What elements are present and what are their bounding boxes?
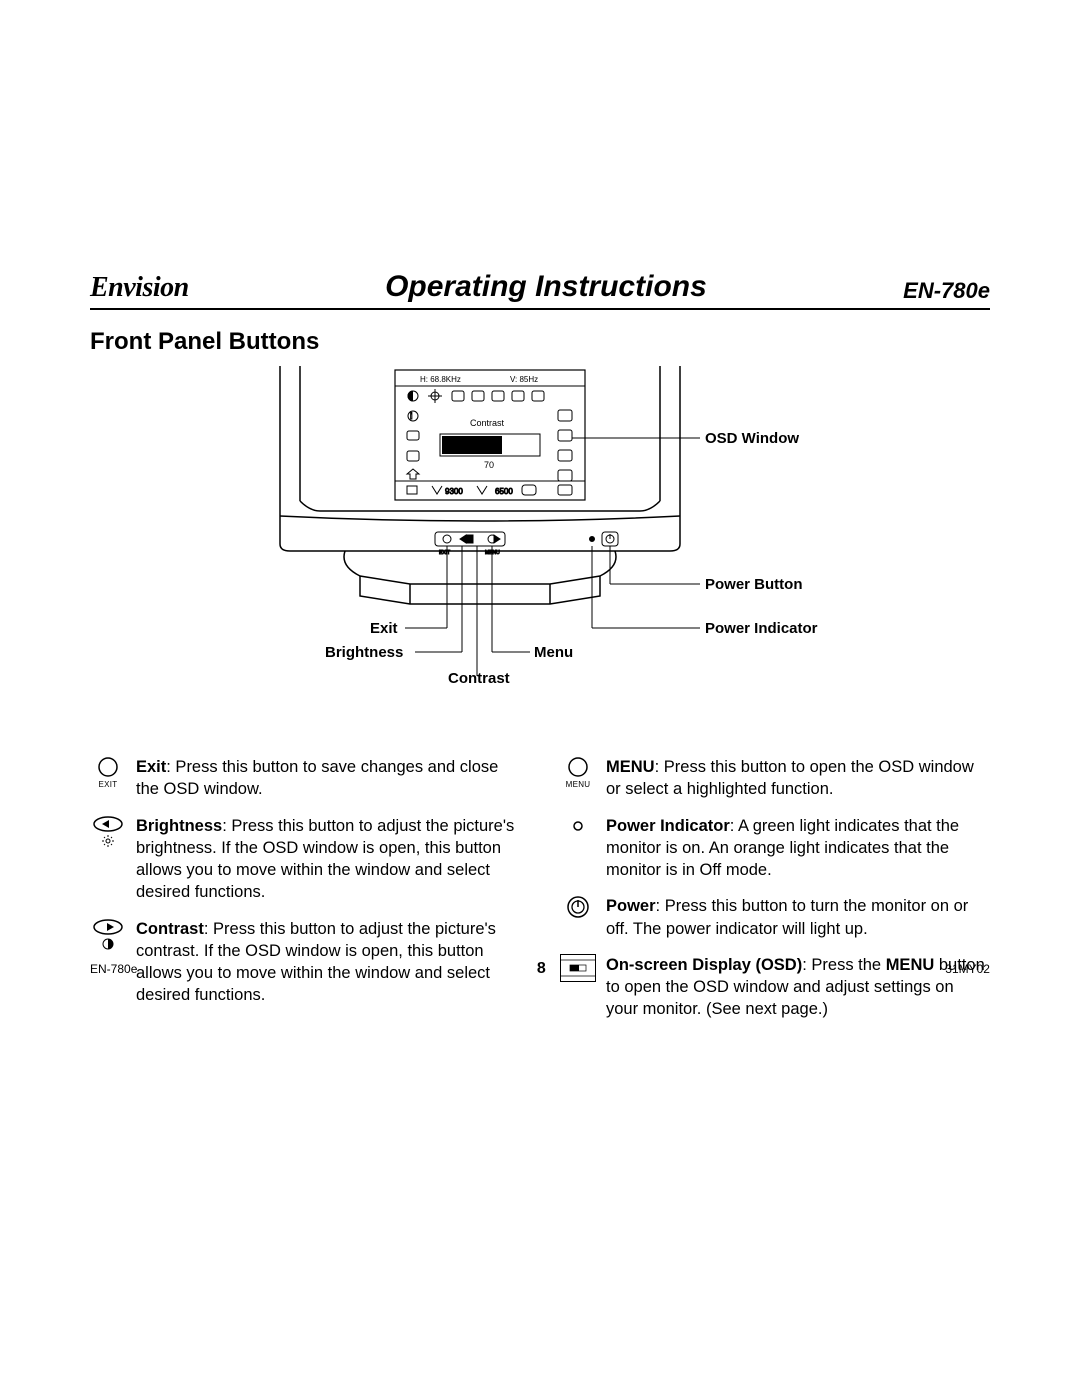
desc-exit: EXIT Exit: Press this button to save cha…	[90, 756, 520, 801]
callout-brightness: Brightness	[325, 644, 403, 661]
callout-osd-window: OSD Window	[705, 430, 799, 447]
panel-label-menu: MENU	[485, 550, 500, 556]
manual-page: Envision Operating Instructions EN-780e …	[90, 270, 990, 1035]
osd-center-label: Contrast	[470, 418, 505, 428]
right-column: MENU MENU: Press this button to open the…	[560, 756, 990, 1035]
osd-freq-h: H: 68.8KHz	[420, 375, 461, 384]
desc-power: Power: Press this button to turn the mon…	[560, 895, 990, 940]
page-header: Envision Operating Instructions EN-780e	[90, 270, 990, 310]
section-heading: Front Panel Buttons	[90, 328, 990, 356]
right-arrow-icon	[90, 918, 126, 950]
brand-logo: Envision	[90, 272, 189, 304]
power-icon	[560, 895, 596, 919]
callout-contrast: Contrast	[448, 670, 510, 687]
left-column: EXIT Exit: Press this button to save cha…	[90, 756, 520, 1035]
osd-6500: 6500	[495, 487, 513, 496]
page-number: 8	[537, 960, 546, 978]
panel-label-exit: EXIT	[439, 550, 450, 556]
desc-brightness: Brightness: Press this button to adjust …	[90, 815, 520, 904]
osd-freq-v: V: 85Hz	[510, 375, 538, 384]
callout-power-indicator: Power Indicator	[705, 620, 818, 637]
exit-icon: EXIT	[90, 756, 126, 791]
menu-icon: MENU	[560, 756, 596, 791]
page-footer: EN-780e 8 31MY02	[90, 960, 990, 978]
sun-icon	[102, 835, 114, 847]
svg-text:i: i	[410, 411, 413, 421]
callout-menu: Menu	[534, 644, 573, 661]
footer-code: 31MY02	[945, 962, 990, 976]
front-panel-diagram: H: 68.8KHz V: 85Hz i	[160, 366, 920, 726]
contrast-icon	[102, 938, 114, 950]
osd-9300: 9300	[445, 487, 463, 496]
footer-model: EN-780e	[90, 962, 137, 976]
desc-menu: MENU MENU: Press this button to open the…	[560, 756, 990, 801]
model-number: EN-780e	[903, 278, 990, 304]
left-arrow-icon	[90, 815, 126, 847]
callout-power-button: Power Button	[705, 576, 803, 593]
page-title: Operating Instructions	[385, 270, 707, 304]
desc-power-indicator: Power Indicator: A green light indicates…	[560, 815, 990, 882]
description-columns: EXIT Exit: Press this button to save cha…	[90, 756, 990, 1035]
indicator-icon	[560, 815, 596, 837]
osd-value: 70	[484, 460, 494, 470]
callout-exit: Exit	[370, 620, 398, 637]
